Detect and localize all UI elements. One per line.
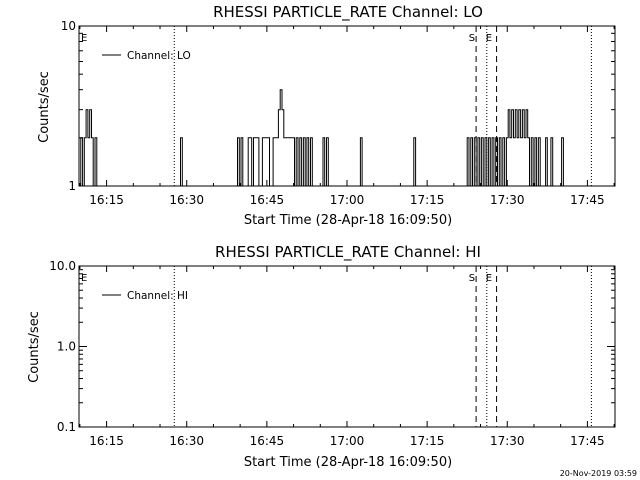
x-tick-label: 16:45 — [250, 193, 285, 207]
chart-title: RHESSI PARTICLE_RATE Channel: LO — [213, 3, 483, 22]
x-tick-label: 16:15 — [89, 193, 124, 207]
series-group — [79, 89, 569, 187]
y-axis-label: Counts/sec — [27, 311, 42, 383]
annotation-letter: E — [81, 33, 87, 44]
y-tick-label: 0.1 — [57, 420, 76, 434]
annotation-letter: E — [81, 273, 87, 284]
marker-lines — [173, 266, 592, 427]
annotation-letter: E — [486, 273, 492, 284]
x-tick-label: 17:45 — [570, 434, 605, 448]
chart-title: RHESSI PARTICLE_RATE Channel: HI — [215, 243, 481, 262]
y-tick-label: 10 — [61, 19, 76, 33]
marker-lines — [173, 26, 592, 186]
panel-lo: RHESSI PARTICLE_RATE Channel: LO Start T… — [37, 3, 616, 228]
legend-label: Channel: HI — [127, 290, 188, 302]
x-axis-label: Start Time (28-Apr-18 16:09:50) — [244, 213, 452, 228]
x-axis-label: Start Time (28-Apr-18 16:09:50) — [244, 455, 452, 470]
x-tick-label: 16:45 — [250, 434, 285, 448]
x-tick-label: 16:30 — [169, 193, 204, 207]
annotation-letter: S — [469, 273, 475, 284]
y-tick-label: 1.0 — [57, 340, 76, 354]
x-tick-label: 17:30 — [490, 434, 525, 448]
legend-label: Channel: LO — [127, 50, 191, 62]
y-axis-label: Counts/sec — [37, 71, 52, 143]
x-tick-label: 17:15 — [410, 434, 445, 448]
annotation-letter: S — [469, 33, 475, 44]
x-tick-label: 17:30 — [490, 193, 525, 207]
x-tick-label: 17:00 — [330, 193, 365, 207]
axis-ticks: 16:15 16:30 16:45 17:00 17:15 17:30 17:45 0.1 1.… — [49, 259, 615, 448]
x-tick-label: 16:30 — [169, 434, 204, 448]
annotation-letter: E — [486, 33, 492, 44]
series-line — [79, 89, 569, 187]
y-tick-label: 10.0 — [49, 259, 76, 273]
x-tick-label: 17:00 — [330, 434, 365, 448]
legend: Channel: HI — [102, 290, 188, 302]
footer-timestamp: 20-Nov-2019 03:59 — [560, 469, 637, 478]
y-tick-label: 1 — [68, 179, 76, 193]
x-tick-label: 16:15 — [89, 434, 124, 448]
legend: Channel: LO — [102, 50, 191, 62]
x-tick-label: 17:15 — [410, 193, 445, 207]
panel-hi: RHESSI PARTICLE_RATE Channel: HI Start T… — [27, 243, 616, 470]
axis-ticks: 16:15 16:30 16:45 17:00 17:15 17:30 17:45 1 10 — [61, 19, 615, 207]
x-tick-label: 17:45 — [570, 193, 605, 207]
